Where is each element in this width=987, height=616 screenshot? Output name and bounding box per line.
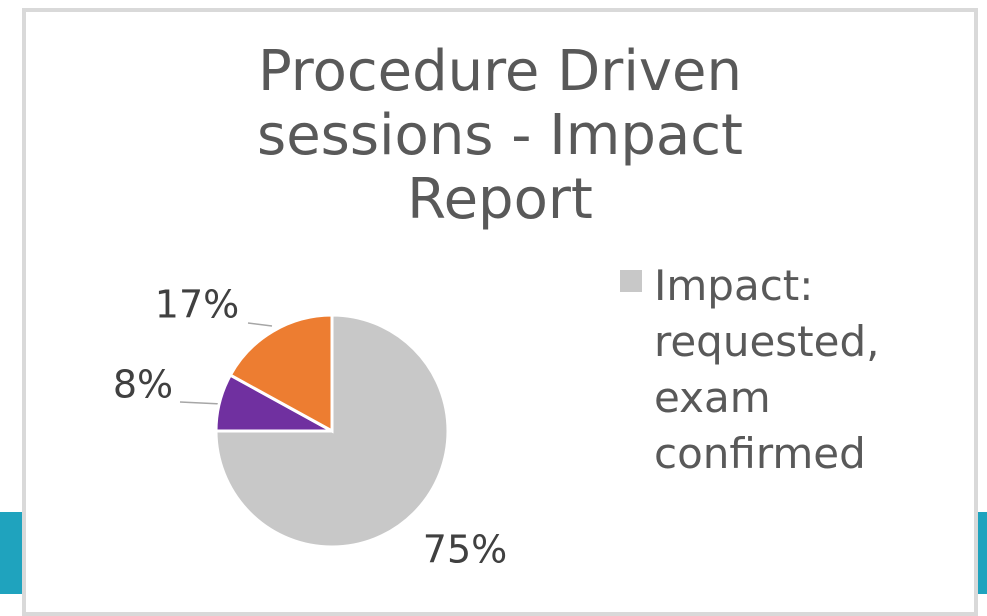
legend-swatch xyxy=(620,270,642,292)
data-label: 8% xyxy=(113,363,173,407)
leader-line xyxy=(179,401,223,405)
leader-line xyxy=(247,322,273,327)
chart-title: Procedure Driven sessions - Impact Repor… xyxy=(257,39,743,232)
legend: Impact: requested, exam confirmed xyxy=(620,258,934,482)
background-band xyxy=(0,512,24,594)
data-label: 17% xyxy=(155,283,239,327)
page: Procedure Driven sessions - Impact Repor… xyxy=(0,8,987,616)
legend-label: Impact: requested, exam confirmed xyxy=(654,261,880,478)
background-band xyxy=(976,512,987,594)
pie-slice xyxy=(228,313,334,434)
data-label: 75% xyxy=(423,528,507,572)
pie-slice xyxy=(214,313,450,549)
chart: 75% 8% 17% xyxy=(113,283,507,572)
chart-card xyxy=(22,8,978,616)
